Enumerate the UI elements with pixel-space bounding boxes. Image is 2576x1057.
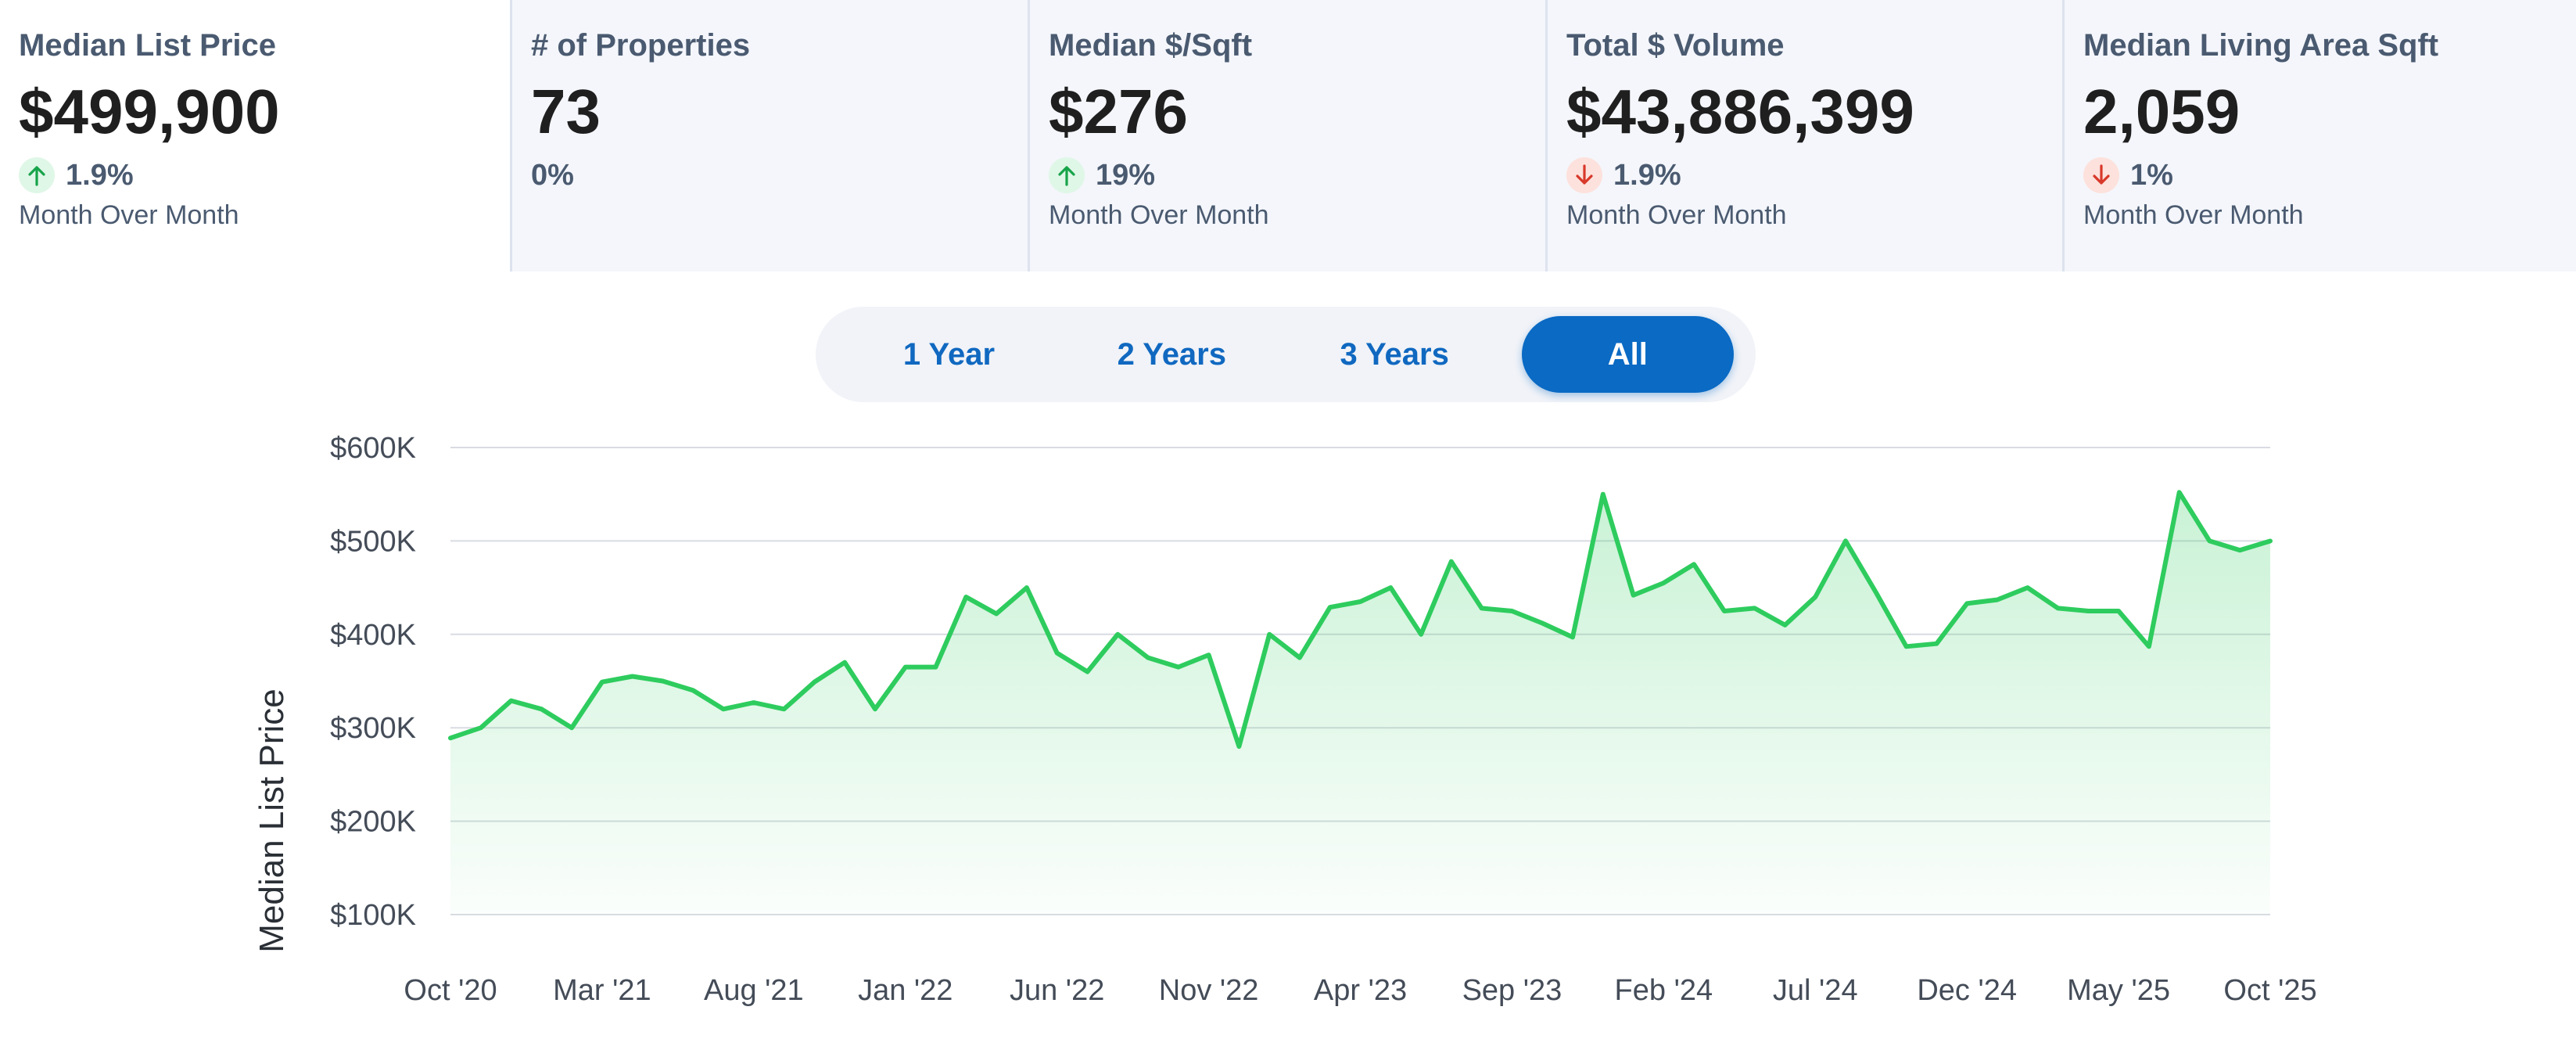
chart-area [450, 492, 2270, 915]
stat-change-caption: Month Over Month [1049, 200, 1269, 230]
x-tick-label: Jul '24 [1773, 974, 1858, 1007]
x-tick-label: Nov '22 [1159, 974, 1259, 1007]
y-tick-label: $300K [330, 712, 416, 745]
x-tick-label: Dec '24 [1917, 974, 2017, 1007]
y-axis-ticks: $600K $500K $400K $300K $200K $100K [330, 432, 416, 932]
stat-card-number-of-properties[interactable]: # of Properties 73 0% [512, 0, 1030, 271]
stat-change-caption: Month Over Month [1566, 200, 1787, 230]
stat-change-value: 0% [531, 158, 574, 192]
x-tick-label: Jun '22 [1010, 974, 1104, 1007]
stat-title: Total $ Volume [1566, 28, 1785, 63]
stat-title: Median List Price [19, 28, 276, 63]
y-tick-label: $600K [330, 432, 416, 465]
stat-value: 2,059 [2083, 77, 2241, 146]
y-tick-label: $500K [330, 525, 416, 558]
stat-value: $43,886,399 [1566, 77, 1914, 146]
y-tick-label: $400K [330, 619, 416, 652]
chart-line [448, 490, 2273, 750]
median-list-price-chart: $600K $500K $400K $300K $200K $100K Oct '20 Ma… [253, 432, 2317, 1007]
stat-card-median-living-area[interactable]: Median Living Area Sqft 2,059 1% Month O… [2065, 0, 2576, 271]
stat-change-value: 19% [1096, 158, 1156, 192]
arrow-down-icon [1566, 157, 1602, 193]
arrow-up-icon [19, 157, 55, 193]
stat-value: $276 [1049, 77, 1188, 146]
stat-card-median-list-price[interactable]: Median List Price $499,900 1.9% Month Ov… [0, 0, 512, 271]
range-all-button[interactable]: All [1521, 316, 1734, 393]
x-tick-label: Oct '25 [2223, 974, 2316, 1007]
x-tick-label: Mar '21 [553, 974, 651, 1007]
range-1-year-button[interactable]: 1 Year [856, 316, 1042, 393]
stat-change-value: 1.9% [66, 158, 134, 192]
series-area [450, 492, 2270, 915]
x-tick-label: May '25 [2067, 974, 2170, 1007]
x-tick-label: Sep '23 [1462, 974, 1562, 1007]
stat-change-caption: Month Over Month [2083, 200, 2304, 230]
stat-change: 0% [531, 156, 1028, 194]
stat-title: Median $/Sqft [1049, 28, 1253, 63]
range-2-years-button[interactable]: 2 Years [1079, 316, 1265, 393]
stat-card-median-price-per-sqft[interactable]: Median $/Sqft $276 19% Month Over Month [1030, 0, 1548, 271]
arrow-up-icon [1049, 157, 1085, 193]
stat-change-caption: Month Over Month [19, 200, 239, 230]
stat-change: 1.9% [19, 156, 510, 194]
stat-change: 19% [1049, 156, 1545, 194]
stat-card-total-volume[interactable]: Total $ Volume $43,886,399 1.9% Month Ov… [1548, 0, 2065, 271]
stat-value: $499,900 [19, 77, 280, 146]
stat-title: Median Living Area Sqft [2083, 28, 2439, 63]
y-axis-title: Median List Price [253, 688, 291, 952]
stat-value: 73 [531, 77, 601, 146]
stat-change: 1% [2083, 156, 2576, 194]
x-tick-label: Aug '21 [704, 974, 804, 1007]
stats-row: Median List Price $499,900 1.9% Month Ov… [0, 0, 2576, 271]
arrow-down-icon [2083, 157, 2119, 193]
x-tick-label: Feb '24 [1615, 974, 1713, 1007]
time-range-toggle: 1 Year 2 Years 3 Years All [816, 307, 1756, 402]
x-tick-label: Apr '23 [1314, 974, 1407, 1007]
y-tick-label: $100K [330, 899, 416, 932]
x-tick-label: Jan '22 [858, 974, 953, 1007]
stat-change-value: 1% [2130, 158, 2173, 192]
x-axis-ticks: Oct '20 Mar '21 Aug '21 Jan '22 Jun '22 Nov '… [404, 974, 2316, 1007]
stat-change: 1.9% [1566, 156, 2062, 194]
y-tick-label: $200K [330, 806, 416, 839]
stat-title: # of Properties [531, 28, 751, 63]
stat-change-value: 1.9% [1613, 158, 1681, 192]
x-tick-label: Oct '20 [404, 974, 497, 1007]
range-3-years-button[interactable]: 3 Years [1302, 316, 1487, 393]
series-line[interactable] [448, 490, 2273, 750]
